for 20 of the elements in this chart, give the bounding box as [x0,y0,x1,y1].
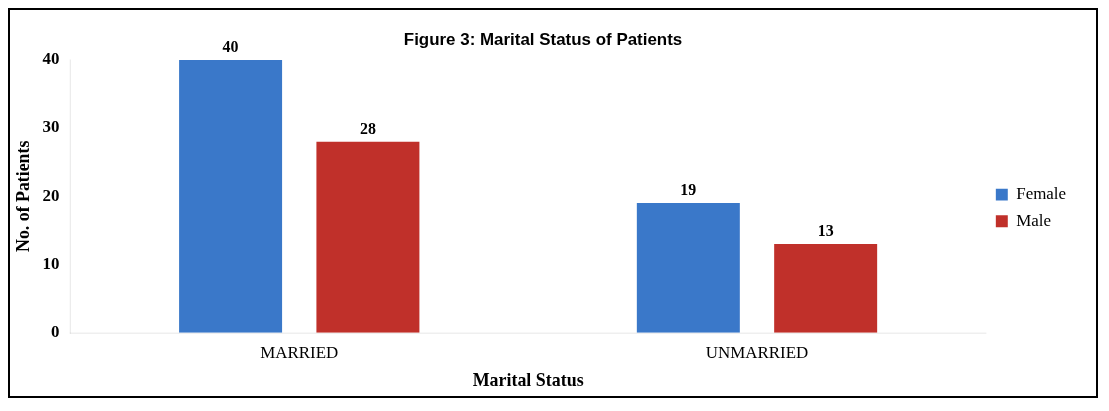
bar [636,203,740,333]
y-tick-label: 40 [42,49,60,69]
bar [179,59,283,333]
bar [316,141,420,333]
y-tick-label: 0 [50,322,60,341]
legend-label: Female [1016,184,1067,203]
data-label: 19 [680,181,697,199]
data-label: 13 [817,222,834,240]
y-tick-label: 20 [42,185,60,205]
data-label: 40 [222,38,239,56]
y-tick-label: 10 [42,253,60,273]
data-label: 28 [359,119,376,137]
y-tick-label: 30 [42,117,60,137]
x-axis-title: Marital Status [472,370,584,390]
chart-title: Figure 3: Marital Status of Patients [403,29,683,49]
bar [774,244,878,333]
legend-label: Male [1016,210,1052,230]
y-axis-title: No. of Patients [13,140,34,252]
x-tick-label: MARRIED [260,343,339,363]
x-tick-label: UNMARRIED [705,343,809,363]
